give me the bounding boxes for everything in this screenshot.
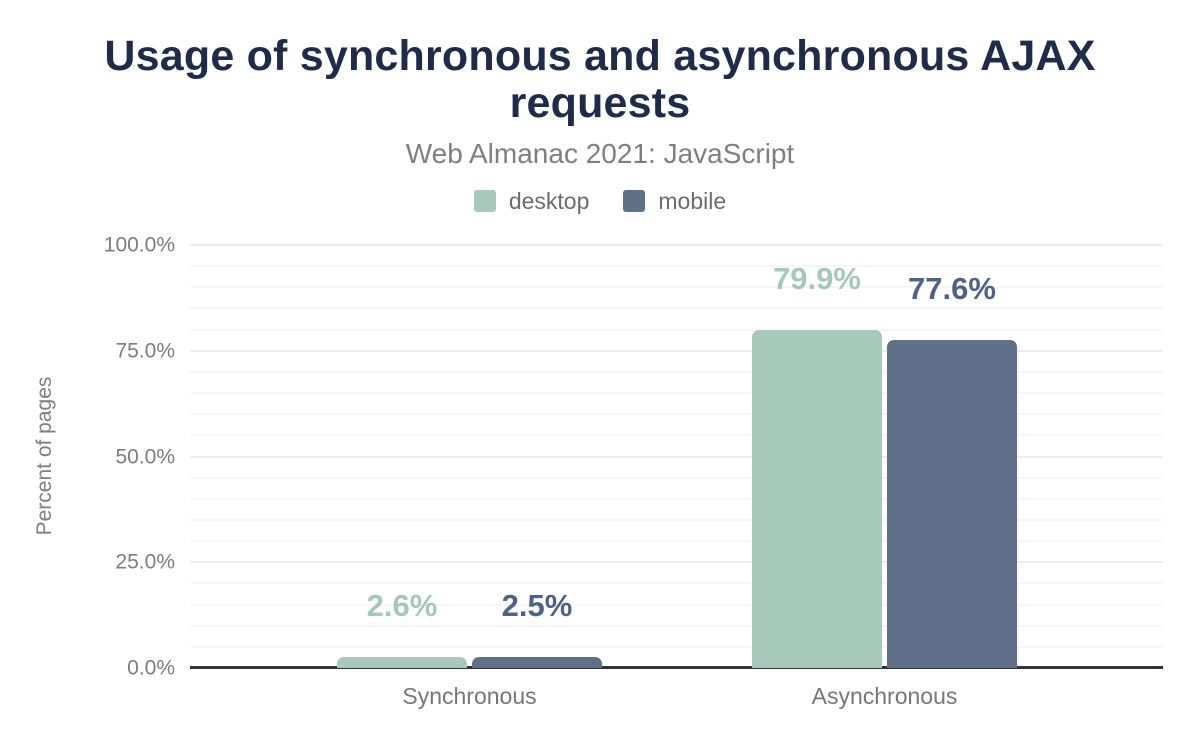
- bar-mobile-synchronous[interactable]: [472, 657, 602, 668]
- gridline-60pct: [190, 413, 1163, 416]
- legend-item-mobile[interactable]: mobile: [623, 188, 726, 215]
- value-label-mobile-asynchronous: 77.6%: [908, 270, 996, 306]
- legend-label-mobile: mobile: [658, 187, 727, 214]
- gridline-50pct: [190, 455, 1163, 458]
- x-axis-line: [190, 666, 1163, 669]
- legend-item-desktop[interactable]: desktop: [473, 187, 590, 215]
- gridline-95pct: [190, 265, 1163, 268]
- gridline-10pct: [190, 624, 1163, 627]
- y-tick-label-25: 25.0%: [115, 550, 175, 574]
- bar-mobile-asynchronous[interactable]: [887, 339, 1017, 668]
- gridline-20pct: [190, 582, 1163, 585]
- plot-area: 0.0% 25.0% 50.0% 75.0% 100.0% 2.6% 79.9% 2.5% 77…: [104, 235, 1163, 709]
- gridline-45pct: [190, 476, 1163, 479]
- legend-swatch-desktop: [473, 190, 496, 213]
- legend-label-desktop: desktop: [508, 187, 590, 214]
- gridline-35pct: [190, 518, 1163, 521]
- gridline-55pct: [190, 434, 1163, 437]
- bar-desktop-synchronous[interactable]: [337, 657, 467, 668]
- gridline-65pct: [190, 392, 1163, 395]
- legend: desktop mobile: [0, 188, 1200, 215]
- gridline-90pct: [190, 286, 1163, 289]
- y-tick-label-75: 75.0%: [115, 339, 175, 363]
- value-label-mobile-synchronous: 2.5%: [501, 588, 573, 624]
- y-tick-label-50: 50.0%: [115, 445, 175, 468]
- gridline-30pct: [190, 540, 1163, 543]
- gridline-85pct: [190, 307, 1163, 310]
- gridline-15pct: [190, 603, 1163, 606]
- chart-subtitle: Web Almanac 2021: JavaScript: [405, 137, 795, 169]
- y-axis-title: Percent of pages: [33, 376, 56, 536]
- chart-title: Usage of synchronous and asynchronous AJ…: [104, 32, 1096, 128]
- legend-swatch-mobile: [623, 190, 646, 213]
- gridline-75pct: [190, 349, 1163, 352]
- gridline-5pct: [190, 645, 1163, 648]
- y-tick-label-100: 100.0%: [103, 233, 175, 257]
- bar-desktop-asynchronous[interactable]: [752, 330, 882, 668]
- value-label-desktop-synchronous: 2.6%: [366, 588, 438, 624]
- gridline-100pct: [190, 244, 1163, 246]
- x-category-label-asynchronous: Asynchronous: [811, 683, 958, 709]
- value-label-desktop-asynchronous: 79.9%: [773, 261, 861, 297]
- gridline-25pct: [190, 561, 1163, 564]
- gridline-80pct: [190, 328, 1163, 331]
- y-tick-label-0: 0.0%: [127, 656, 175, 680]
- gridline-40pct: [190, 497, 1163, 500]
- x-category-label-synchronous: Synchronous: [402, 683, 537, 709]
- gridline-70pct: [190, 370, 1163, 373]
